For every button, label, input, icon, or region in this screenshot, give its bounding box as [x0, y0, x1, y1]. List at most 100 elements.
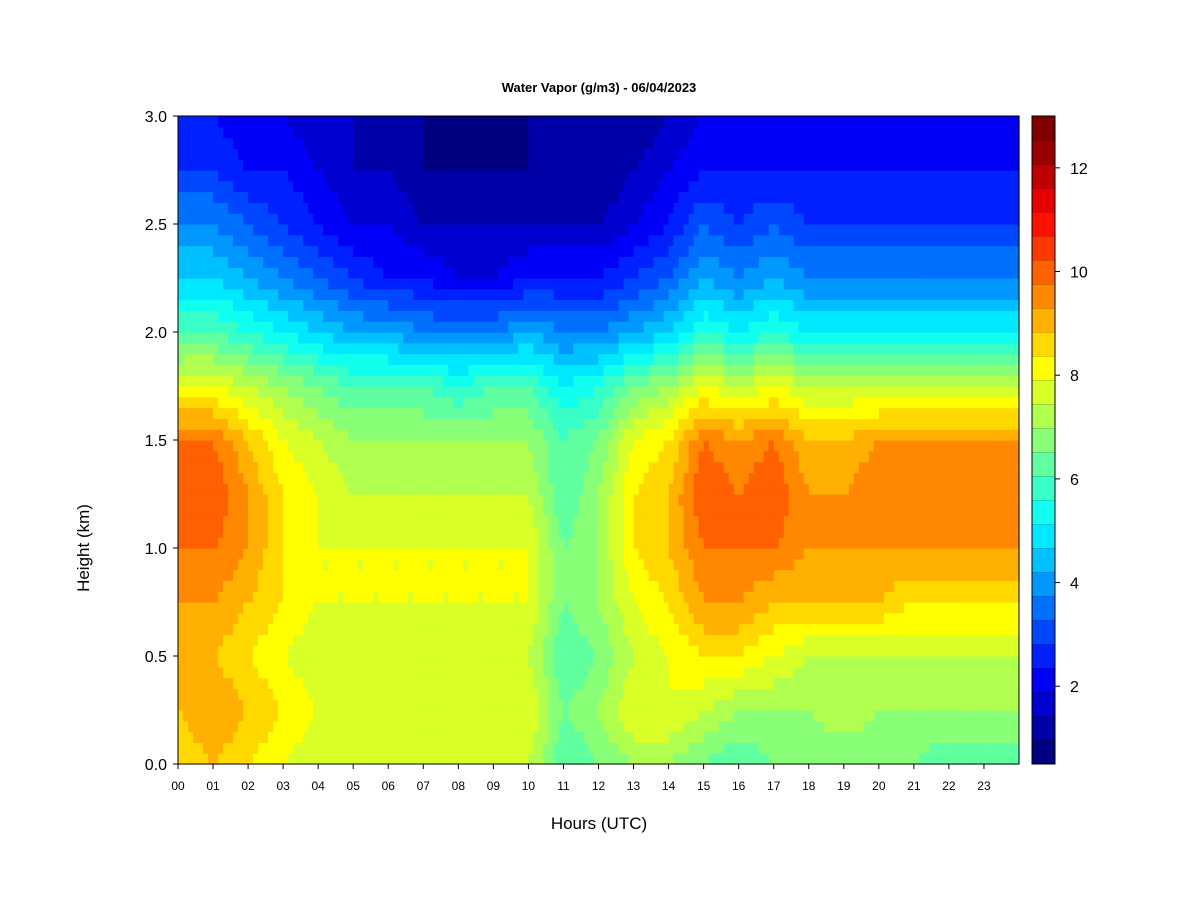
heatmap-cell	[413, 494, 419, 506]
heatmap-cell	[263, 591, 269, 603]
heatmap-cell	[553, 191, 560, 203]
heatmap-cell	[423, 213, 429, 225]
heatmap-cell	[568, 742, 575, 754]
heatmap-cell	[568, 116, 575, 128]
heatmap-cell	[443, 494, 449, 506]
heatmap-cell	[203, 569, 209, 581]
heatmap-cell	[328, 170, 334, 182]
heatmap-cell	[208, 710, 214, 722]
heatmap-cell	[328, 591, 334, 603]
heatmap-cell	[328, 623, 334, 635]
heatmap-cell	[193, 612, 199, 625]
heatmap-cell	[328, 548, 334, 560]
heatmap-cell	[558, 116, 565, 128]
heatmap-cell	[218, 753, 224, 765]
heatmap-cell	[548, 213, 555, 225]
heatmap-cell	[273, 332, 279, 344]
heatmap-cell	[578, 137, 585, 149]
heatmap-cell	[543, 256, 550, 268]
heatmap-cell	[208, 558, 214, 571]
heatmap-cell	[268, 450, 274, 463]
heatmap-cell	[423, 742, 429, 754]
heatmap-cell	[283, 742, 289, 754]
heatmap-cell	[233, 677, 239, 689]
heatmap-cell	[198, 407, 204, 419]
heatmap-cell	[343, 310, 349, 322]
heatmap-cell	[583, 375, 590, 387]
heatmap-cell	[268, 321, 274, 333]
heatmap-cell	[453, 278, 459, 290]
heatmap-cell	[323, 245, 329, 257]
heatmap-cell	[418, 180, 424, 193]
heatmap-cell	[413, 666, 419, 679]
heatmap-cell	[343, 256, 349, 268]
heatmap-cell	[498, 526, 504, 538]
heatmap-cell	[278, 180, 284, 193]
heatmap-cell	[298, 634, 304, 646]
heatmap-cell	[518, 440, 525, 452]
heatmap-cell	[178, 612, 184, 625]
heatmap-cell	[383, 677, 389, 689]
heatmap-cell	[383, 180, 389, 193]
heatmap-cell	[478, 623, 484, 635]
heatmap-cell	[288, 504, 294, 517]
heatmap-cell	[573, 396, 580, 409]
heatmap-cell	[393, 256, 399, 268]
heatmap-cell	[223, 170, 229, 182]
heatmap-cell	[178, 461, 184, 473]
heatmap-cell	[493, 677, 499, 689]
heatmap-cell	[523, 558, 530, 571]
heatmap-cell	[178, 396, 184, 409]
heatmap-cell	[383, 332, 389, 344]
heatmap-cell	[468, 245, 474, 257]
heatmap-cell	[328, 332, 334, 344]
heatmap-cell	[318, 677, 324, 689]
heatmap-cell	[583, 720, 590, 733]
heatmap-cell	[578, 731, 585, 743]
heatmap-cell	[323, 353, 329, 365]
heatmap-cell	[218, 126, 224, 139]
heatmap-cell	[568, 353, 575, 365]
heatmap-cell	[238, 418, 244, 430]
heatmap-cell	[563, 591, 570, 603]
heatmap-cell	[563, 386, 570, 398]
heatmap-cell	[268, 256, 274, 268]
heatmap-cell	[548, 710, 555, 722]
heatmap-cell	[468, 429, 474, 441]
heatmap-cell	[288, 202, 294, 214]
heatmap-cell	[268, 278, 274, 290]
heatmap-cell	[338, 116, 344, 128]
heatmap-cell	[293, 288, 299, 301]
heatmap-cell	[588, 699, 595, 711]
heatmap-cell	[388, 116, 394, 128]
heatmap-cell	[288, 224, 294, 236]
heatmap-cell	[548, 332, 555, 344]
heatmap-cell	[408, 731, 414, 743]
heatmap-cell	[563, 137, 570, 149]
heatmap-cell	[298, 148, 304, 160]
heatmap-cell	[233, 191, 239, 203]
heatmap-cell	[478, 288, 484, 301]
heatmap-cell	[338, 159, 344, 171]
heatmap-cell	[243, 461, 249, 473]
heatmap-cell	[483, 580, 489, 592]
heatmap-cell	[398, 558, 404, 571]
heatmap-cell	[418, 299, 424, 311]
heatmap-cell	[258, 537, 264, 549]
heatmap-cell	[353, 386, 359, 398]
heatmap-cell	[538, 116, 545, 128]
heatmap-cell	[488, 645, 494, 657]
heatmap-cell	[248, 677, 254, 689]
heatmap-cell	[188, 321, 194, 333]
heatmap-cell	[228, 386, 234, 398]
heatmap-cell	[413, 645, 419, 657]
heatmap-cell	[258, 116, 264, 128]
heatmap-cell	[313, 375, 319, 387]
heatmap-cell	[458, 364, 464, 376]
heatmap-cell	[518, 645, 525, 657]
heatmap-cell	[488, 461, 494, 473]
heatmap-cell	[478, 418, 484, 430]
heatmap-cell	[508, 342, 514, 355]
heatmap-cell	[343, 591, 349, 603]
heatmap-cell	[343, 288, 349, 301]
